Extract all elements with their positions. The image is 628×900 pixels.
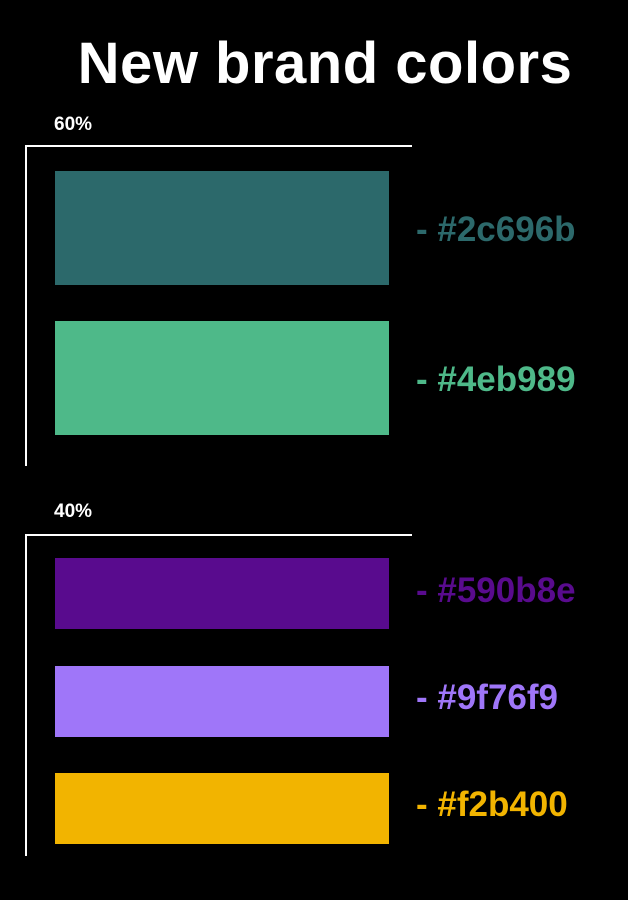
color-hex-lavender: - #9f76f9 <box>416 678 559 717</box>
color-hex-mint-green: - #4eb989 <box>416 360 576 399</box>
color-swatch-deep-purple <box>55 558 389 629</box>
color-swatch-mint-green <box>55 321 389 435</box>
group-bracket-top-40 <box>25 534 412 536</box>
color-swatch-dark-teal <box>55 171 389 285</box>
group-label-40: 40% <box>54 501 93 522</box>
page-title: New brand colors <box>77 31 573 96</box>
color-hex-dark-teal: - #2c696b <box>416 210 576 249</box>
color-swatch-lavender <box>55 666 389 737</box>
color-swatch-amber <box>55 773 389 844</box>
group-bracket-side-60 <box>25 145 27 466</box>
color-hex-deep-purple: - #590b8e <box>416 571 576 610</box>
color-hex-amber: - #f2b400 <box>416 785 568 824</box>
group-label-60: 60% <box>54 114 93 135</box>
group-bracket-top-60 <box>25 145 412 147</box>
group-bracket-side-40 <box>25 534 27 856</box>
